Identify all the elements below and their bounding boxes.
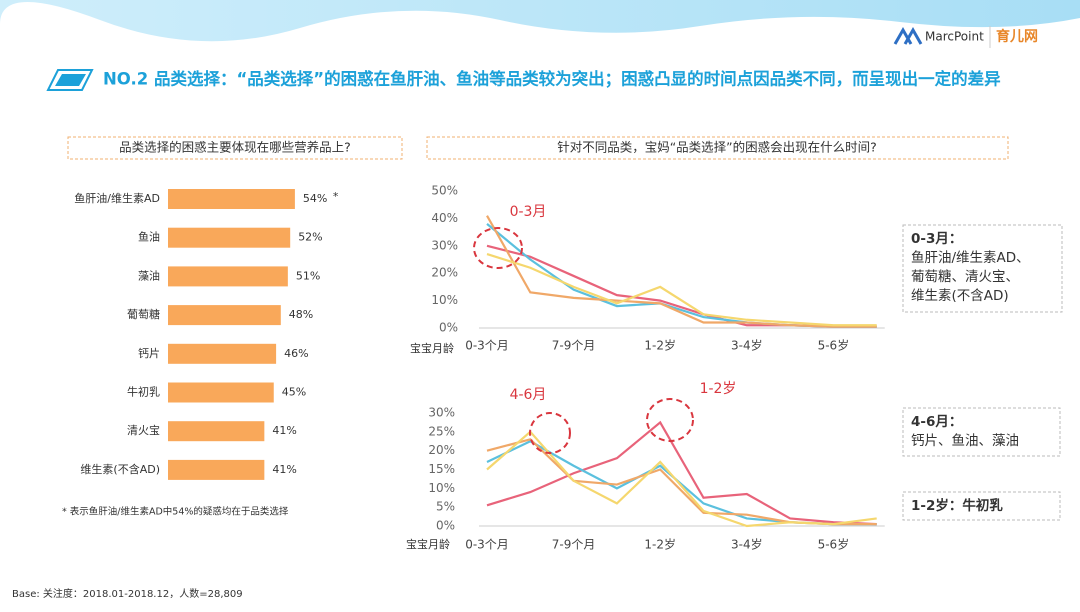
annotation: 1-2岁 bbox=[700, 381, 737, 397]
series-line bbox=[486, 430, 877, 528]
chart-title: 针对不同品类，宝妈“品类选择”的困惑会出现在什么时间? bbox=[557, 140, 877, 155]
category-label: 钙片 bbox=[138, 346, 160, 360]
x-tick-label: 0-3个月 bbox=[465, 339, 509, 353]
callout-box bbox=[902, 224, 1063, 313]
callout-title: 4-6月： bbox=[911, 414, 962, 430]
slide-title: NO.2 品类选择：“品类选择”的困惑在鱼肝油、鱼油等品类较为突出；困惑凸显的时… bbox=[103, 69, 1001, 89]
callout-line: 钙片、鱼油、藻油 bbox=[911, 432, 1019, 449]
y-tick-label: 0% bbox=[436, 519, 455, 533]
x-tick-label: 5-6岁 bbox=[818, 338, 850, 353]
note: * 表示鱼肝油/维生素AD中54%的疑惑均在于品类选择 bbox=[62, 506, 289, 518]
callout-line: 鱼肝油/维生素AD、 bbox=[911, 249, 1030, 266]
logo-icon bbox=[893, 26, 923, 45]
bar bbox=[168, 227, 291, 248]
bar bbox=[168, 421, 265, 442]
category-label: 鱼油 bbox=[138, 230, 160, 244]
y-tick-label: 30% bbox=[431, 238, 458, 252]
callout-line: 维生素(不含AD) bbox=[911, 288, 1009, 304]
y-tick-label: 40% bbox=[431, 211, 458, 225]
banner bbox=[0, 0, 1080, 42]
value-label: 52% bbox=[298, 231, 322, 244]
highlight-circle bbox=[646, 398, 694, 442]
subtitle-box bbox=[426, 136, 1009, 160]
callout-line: 葡萄糖、清火宝、 bbox=[911, 269, 1019, 285]
series-line bbox=[486, 420, 877, 526]
annotation: 4-6月 bbox=[510, 387, 547, 403]
bar bbox=[168, 266, 288, 287]
category-label: 藻油 bbox=[138, 268, 160, 282]
subtitle-box bbox=[67, 136, 403, 160]
y-tick-label: 5% bbox=[436, 500, 455, 514]
x-tick-label: 1-2岁 bbox=[644, 338, 676, 353]
category-label: 维生素(不含AD) bbox=[80, 462, 160, 476]
bar bbox=[168, 189, 295, 209]
callout-title: 0-3月： bbox=[911, 231, 962, 247]
category-label: 葡萄糖 bbox=[127, 307, 160, 321]
series-line bbox=[486, 252, 877, 327]
bar bbox=[168, 382, 274, 403]
value-label: 54% bbox=[303, 192, 327, 205]
footer: Base: 关注度：2018.01-2018.12，人数=28,809 bbox=[12, 587, 243, 600]
y-tick-label: 25% bbox=[428, 424, 455, 438]
x-axis-label: 宝宝月龄 bbox=[410, 341, 454, 355]
callout-box bbox=[902, 407, 1061, 457]
category-label: 牛初乳 bbox=[127, 385, 160, 399]
title-icon bbox=[55, 74, 86, 86]
x-tick-label: 7-9个月 bbox=[552, 538, 596, 552]
highlight-circle bbox=[529, 412, 571, 454]
annotation: 0-3月 bbox=[510, 204, 547, 220]
value-label: 48% bbox=[289, 308, 313, 321]
x-tick-label: 7-9个月 bbox=[552, 339, 596, 353]
y-tick-label: 0% bbox=[439, 321, 458, 335]
category-label: 清火宝 bbox=[127, 423, 160, 437]
y-tick-label: 10% bbox=[431, 293, 458, 307]
title-icon bbox=[46, 69, 94, 91]
x-tick-label: 0-3个月 bbox=[465, 538, 509, 552]
x-tick-label: 3-4岁 bbox=[731, 338, 763, 353]
value-label: 51% bbox=[296, 269, 320, 282]
callout-title: 1-2岁：牛初乳 bbox=[911, 497, 1003, 514]
highlight-circle bbox=[473, 227, 523, 269]
y-tick-label: 15% bbox=[428, 462, 455, 476]
chart-title: 品类选择的困惑主要体现在哪些营养品上? bbox=[119, 140, 351, 155]
y-tick-label: 20% bbox=[431, 266, 458, 280]
x-tick-label: 1-2岁 bbox=[644, 537, 676, 552]
bar bbox=[168, 343, 277, 364]
y-tick-label: 20% bbox=[428, 443, 455, 457]
value-label: 46% bbox=[284, 347, 308, 360]
value-label: 41% bbox=[272, 424, 296, 437]
annotation: * bbox=[333, 190, 339, 203]
x-axis-label: 宝宝月龄 bbox=[406, 537, 450, 551]
value-label: 45% bbox=[282, 386, 306, 399]
x-tick-label: 5-6岁 bbox=[818, 537, 850, 552]
y-tick-label: 30% bbox=[428, 406, 455, 420]
bar bbox=[168, 305, 281, 326]
logo-text: 育儿网 bbox=[996, 28, 1038, 45]
series-line bbox=[486, 215, 877, 328]
value-label: 41% bbox=[272, 463, 296, 476]
y-tick-label: 50% bbox=[431, 184, 458, 198]
logo-text: MarcPoint bbox=[925, 30, 984, 44]
category-label: 鱼肝油/维生素AD bbox=[74, 191, 160, 205]
bar bbox=[168, 459, 265, 480]
x-tick-label: 3-4岁 bbox=[731, 537, 763, 552]
y-tick-label: 10% bbox=[428, 481, 455, 495]
callout-box bbox=[902, 491, 1061, 521]
